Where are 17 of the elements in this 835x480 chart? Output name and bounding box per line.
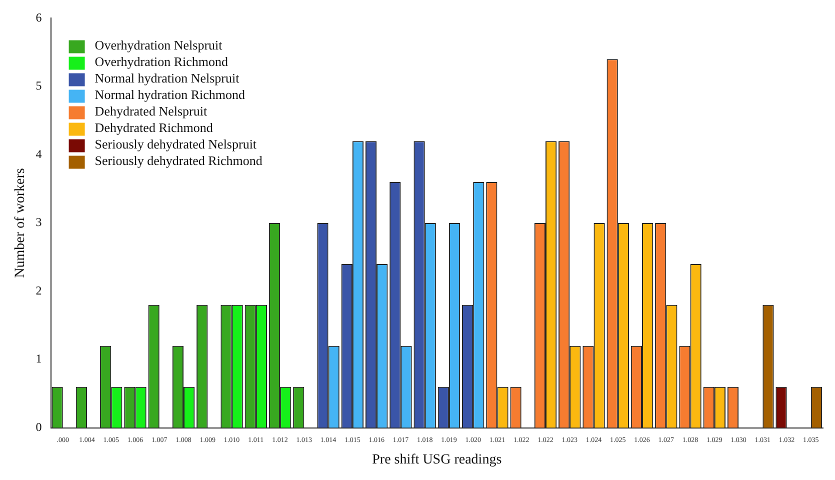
legend-label: Normal hydration Richmond (94, 87, 246, 102)
y-tick-label: 2 (36, 283, 42, 298)
y-tick-label: 6 (36, 10, 42, 24)
x-axis-title: Pre shift USG readings (372, 452, 502, 468)
y-axis-title: Number of workers (13, 168, 28, 278)
legend-label: Overhydration Nelspruit (94, 38, 223, 53)
legend-label: Overhydration Richmond (94, 54, 229, 70)
legend-label: Seriously dehydrated Nelspruit (94, 136, 257, 152)
legend-label: Dehydrated Nelspruit (94, 104, 208, 119)
y-tick-label: 4 (36, 146, 42, 161)
y-tick-label: 5 (36, 78, 42, 93)
y-tick-label: 0 (36, 420, 42, 434)
legend-label: Seriously dehydrated Richmond (94, 153, 263, 168)
legend-label: Dehydrated Richmond (94, 120, 214, 136)
legend-label: Normal hydration Nelspruit (94, 70, 240, 86)
y-tick-label: 1 (36, 352, 42, 366)
y-tick-label: 3 (36, 215, 42, 230)
